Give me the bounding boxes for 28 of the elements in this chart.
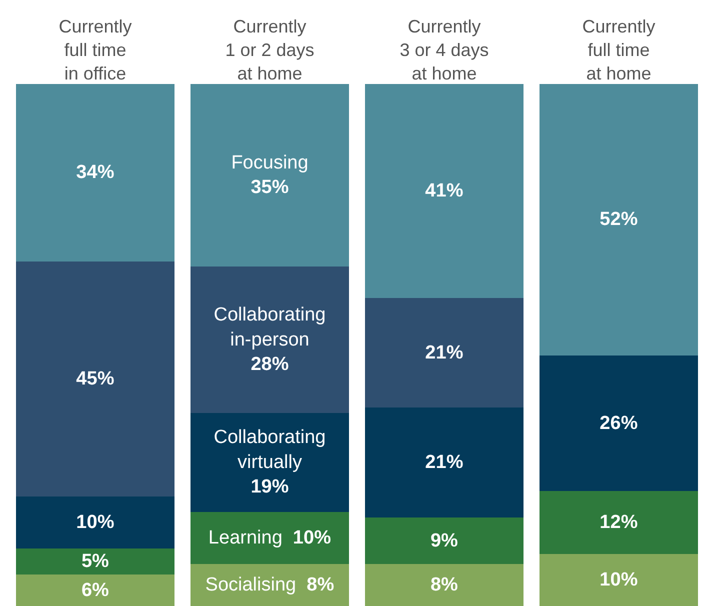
data-label: 45% — [76, 368, 114, 390]
data-label: 34% — [76, 162, 114, 184]
data-label: 28% — [250, 354, 289, 375]
series-label: Collaborating in-person — [214, 304, 326, 350]
x-tick-label: Currently full time in office — [58, 16, 132, 84]
data-label: 10% — [76, 512, 114, 533]
data-label: 12% — [600, 512, 638, 533]
series-label: Learning — [208, 528, 282, 549]
data-label: 5% — [81, 551, 110, 572]
x-tick-label: Currently full time at home — [582, 16, 656, 84]
data-label: 8% — [430, 574, 458, 596]
x-tick-label: Currently 1 or 2 days at home — [225, 16, 314, 84]
series-label: Collaborating virtually — [214, 427, 326, 473]
data-label: 6% — [81, 580, 110, 601]
data-label: 21% — [425, 452, 464, 473]
data-label: 35% — [250, 177, 289, 198]
data-label: 26% — [600, 412, 638, 434]
data-label: 10% — [292, 528, 332, 549]
data-label: 19% — [250, 476, 289, 498]
data-label: 9% — [430, 530, 458, 552]
series-label: Focusing — [231, 152, 308, 174]
data-label: 8% — [306, 574, 334, 596]
series-label: Socialising — [205, 574, 296, 596]
x-tick-label: Currently 3 or 4 days at home — [400, 16, 489, 84]
data-label: 10% — [600, 569, 638, 590]
data-label: 41% — [425, 180, 464, 202]
data-label: 52% — [600, 209, 638, 230]
data-label: 21% — [425, 342, 464, 364]
